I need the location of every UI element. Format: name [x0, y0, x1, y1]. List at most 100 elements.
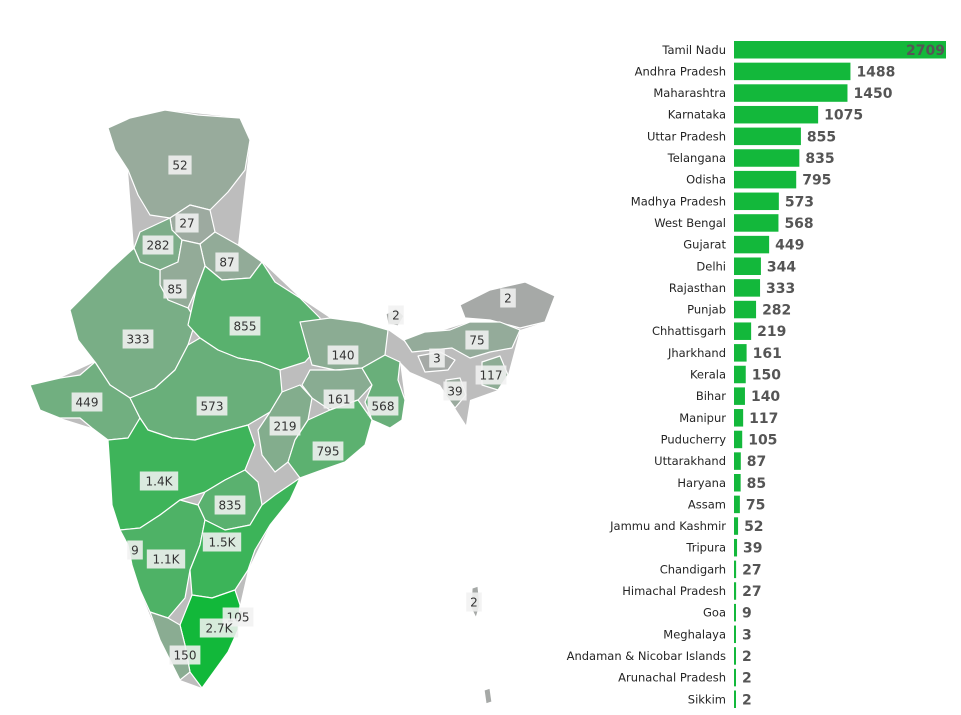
bar-row-gujarat: Gujarat 449 [683, 235, 804, 254]
map-label-tripura: 39 [443, 381, 467, 401]
category-label: Jammu and Kashmir [609, 519, 726, 533]
bar-chhattisgarh[interactable] [734, 322, 752, 340]
map-label-punjab: 282 [142, 235, 174, 255]
bar-row-tamil-nadu: Tamil Nadu 2709 [661, 41, 946, 59]
bar-odisha[interactable] [734, 170, 797, 189]
bar-telangana[interactable] [734, 149, 800, 167]
value-label: 2709 [906, 43, 945, 59]
category-label: Kerala [690, 368, 726, 382]
map-label-uttar-pradesh: 855 [229, 316, 261, 336]
bar-karnataka[interactable] [734, 105, 819, 124]
bar-gujarat[interactable] [734, 235, 770, 254]
map-label-text: 9 [131, 544, 139, 558]
bar-arunachal-pradesh[interactable] [734, 668, 736, 687]
map-label-box [214, 495, 246, 515]
map-label-uttarakhand: 87 [215, 252, 239, 272]
map-label-text: 568 [372, 400, 395, 414]
bar-andaman-and-nicobar-islands[interactable] [734, 647, 736, 665]
bar-row-delhi: Delhi 344 [696, 257, 796, 276]
category-label: Tripura [685, 541, 726, 555]
map-label-box [175, 213, 199, 233]
map-label-madhya-pradesh: 573 [196, 396, 228, 416]
bar-haryana[interactable] [734, 474, 741, 492]
bar-uttar-pradesh[interactable] [734, 127, 801, 146]
value-label: 2 [742, 649, 752, 665]
bar-row-puducherry: Puducherry 105 [661, 430, 777, 449]
bar-kerala[interactable] [734, 365, 746, 384]
region-shape-andhra-pradesh[interactable] [189, 477, 301, 599]
value-label: 282 [762, 303, 791, 319]
bar-puducherry[interactable] [734, 430, 743, 449]
bar-row-telangana: Telangana 835 [667, 149, 835, 167]
bar-madhya-pradesh[interactable] [734, 192, 779, 211]
bar-meghalaya[interactable] [734, 625, 736, 644]
bar-punjab[interactable] [734, 300, 757, 319]
category-label: Punjab [687, 303, 726, 317]
bar-rajasthan[interactable] [734, 279, 761, 297]
bar-goa[interactable] [734, 603, 736, 622]
map-label-box [142, 235, 174, 255]
bar-row-tripura: Tripura 39 [685, 538, 763, 557]
category-label: Assam [688, 497, 726, 511]
bar-delhi[interactable] [734, 257, 761, 276]
value-label: 219 [757, 324, 786, 340]
bar-manipur[interactable] [734, 409, 744, 427]
bar-bihar[interactable] [734, 387, 745, 405]
map-label-box [199, 618, 239, 638]
bar-himachal-pradesh[interactable] [734, 582, 737, 600]
map-label-gujarat: 449 [71, 392, 103, 412]
bar-sikkim[interactable] [734, 690, 736, 709]
bar-west-bengal[interactable] [734, 214, 779, 232]
category-label: Arunachal Pradesh [618, 671, 726, 685]
map-label-text: 282 [147, 239, 170, 253]
bar-chandigarh[interactable] [734, 560, 737, 579]
region-shape-odisha[interactable] [287, 399, 373, 479]
map-label-box [323, 389, 355, 409]
value-label: 105 [748, 432, 777, 448]
map-label-meghalaya: 3 [429, 348, 445, 368]
map-label-text: 75 [469, 334, 484, 348]
bar-row-bihar: Bihar 140 [696, 387, 780, 405]
map-label-manipur: 117 [475, 365, 507, 385]
map-label-text: 117 [480, 369, 503, 383]
map-label-text: 2.7K [206, 622, 234, 636]
map-label-box [196, 396, 228, 416]
map-label-telangana: 835 [214, 495, 246, 515]
bar-row-kerala: Kerala 150 [690, 365, 781, 384]
value-label: 568 [784, 216, 813, 232]
bar-jharkhand[interactable] [734, 344, 747, 362]
value-label: 333 [766, 281, 795, 297]
bar-row-odisha: Odisha 795 [686, 170, 831, 189]
bar-row-haryana: Haryana 85 [677, 474, 766, 492]
map-label-chhattisgarh: 219 [269, 416, 301, 436]
bar-uttarakhand[interactable] [734, 452, 741, 470]
bar-tamil-nadu[interactable] [734, 41, 946, 59]
bar-assam[interactable] [734, 495, 740, 514]
bar-row-assam: Assam 75 [688, 495, 765, 514]
value-label: 835 [805, 151, 834, 167]
map-label-text: 333 [127, 333, 150, 347]
map-label-text: 573 [201, 400, 224, 414]
category-label: Manipur [679, 411, 726, 425]
bar-tripura[interactable] [734, 538, 738, 557]
value-label: 117 [749, 411, 778, 427]
category-label: Rajasthan [669, 281, 726, 295]
map-label-text: 2 [392, 309, 400, 323]
value-label: 855 [807, 129, 836, 145]
map-label-text: 140 [332, 349, 355, 363]
map-label-text: 161 [328, 393, 351, 407]
bar-jammu-and-kashmir[interactable] [734, 517, 739, 535]
category-label: Jharkhand [667, 346, 726, 360]
bar-andhra-pradesh[interactable] [734, 62, 851, 81]
map-label-haryana: 85 [163, 279, 187, 299]
bar-maharashtra[interactable] [734, 84, 848, 102]
category-label: Delhi [696, 259, 726, 273]
region-andhra-pradesh [189, 477, 301, 599]
map-label-text: 219 [274, 420, 297, 434]
india-choropleth-map: 52 27 282 87 85 333 855 140 2 2 75 3 117 39 449 573 161 5… [29, 109, 556, 705]
bar-row-west-bengal: West Bengal 568 [654, 214, 814, 232]
map-label-jammu-and-kashmir: 52 [168, 155, 192, 175]
category-label: Sikkim [688, 692, 726, 706]
map-label-rajasthan: 333 [122, 329, 154, 349]
